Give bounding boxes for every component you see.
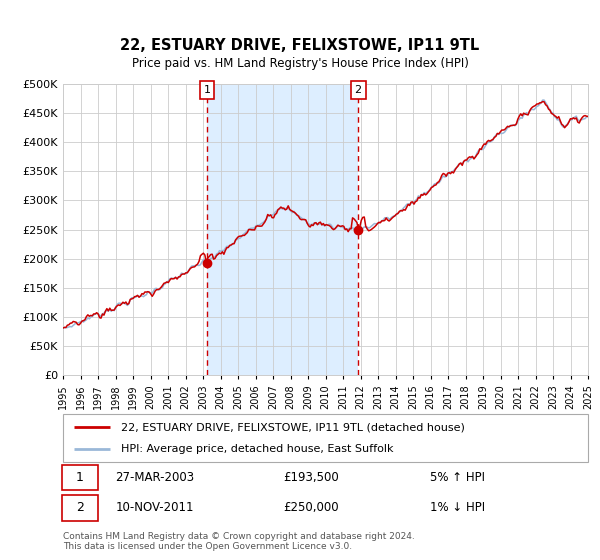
Text: 5% ↑ HPI: 5% ↑ HPI [431, 471, 485, 484]
Text: 1% ↓ HPI: 1% ↓ HPI [431, 501, 485, 514]
Text: 2: 2 [76, 501, 84, 514]
Text: £193,500: £193,500 [284, 471, 339, 484]
Text: Price paid vs. HM Land Registry's House Price Index (HPI): Price paid vs. HM Land Registry's House … [131, 57, 469, 70]
Text: 1: 1 [76, 471, 84, 484]
Bar [207, 84, 358, 375]
Text: 22, ESTUARY DRIVE, FELIXSTOWE, IP11 9TL (detached house): 22, ESTUARY DRIVE, FELIXSTOWE, IP11 9TL … [121, 422, 464, 432]
Text: £250,000: £250,000 [284, 501, 339, 514]
FancyBboxPatch shape [62, 495, 98, 521]
Text: 27-MAR-2003: 27-MAR-2003 [115, 471, 194, 484]
Text: 22, ESTUARY DRIVE, FELIXSTOWE, IP11 9TL: 22, ESTUARY DRIVE, FELIXSTOWE, IP11 9TL [121, 38, 479, 53]
Text: 1: 1 [203, 85, 211, 95]
FancyBboxPatch shape [62, 465, 98, 491]
Text: Contains HM Land Registry data © Crown copyright and database right 2024.
This d: Contains HM Land Registry data © Crown c… [63, 532, 415, 552]
Text: 10-NOV-2011: 10-NOV-2011 [115, 501, 194, 514]
Text: HPI: Average price, detached house, East Suffolk: HPI: Average price, detached house, East… [121, 444, 393, 454]
Text: 2: 2 [355, 85, 362, 95]
